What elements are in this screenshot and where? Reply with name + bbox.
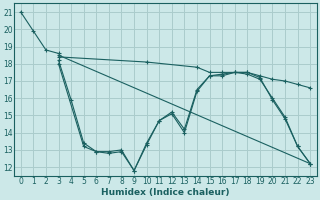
X-axis label: Humidex (Indice chaleur): Humidex (Indice chaleur)	[101, 188, 230, 197]
